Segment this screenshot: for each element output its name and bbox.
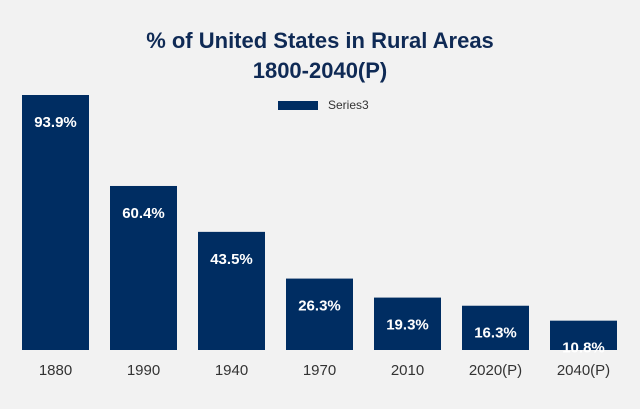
chart-title: % of United States in Rural Areas: [146, 28, 494, 53]
bar-1990: [110, 185, 177, 350]
legend-swatch: [278, 100, 318, 110]
data-label-1970: 26.3%: [298, 298, 341, 315]
x-tick-label-1990: 1990: [127, 362, 160, 379]
x-tick-label-1880: 1880: [39, 362, 72, 379]
data-label-2040(P): 10.8%: [562, 340, 605, 357]
data-label-1940: 43.5%: [210, 251, 253, 268]
bar-2010: [374, 297, 441, 350]
bar-2020(P): [462, 305, 529, 350]
bar-1880: [22, 95, 89, 350]
data-label-2010: 19.3%: [386, 317, 429, 334]
data-label-1880: 93.9%: [34, 114, 77, 131]
data-label-1990: 60.4%: [122, 205, 165, 222]
legend-label: Series3: [328, 98, 369, 112]
legend: Series3: [278, 97, 369, 113]
x-tick-label-2020(P): 2020(P): [469, 362, 522, 379]
chart-subtitle: 1800-2040(P): [252, 58, 388, 83]
x-tick-label-2010: 2010: [391, 362, 424, 379]
bar-2040(P): [550, 320, 617, 350]
bar-1940: [198, 231, 265, 350]
data-label-2020(P): 16.3%: [474, 325, 517, 342]
x-tick-label-2040(P): 2040(P): [557, 362, 610, 379]
bar-1970: [286, 278, 353, 350]
x-tick-label-1970: 1970: [303, 362, 336, 379]
x-tick-label-1940: 1940: [215, 362, 248, 379]
